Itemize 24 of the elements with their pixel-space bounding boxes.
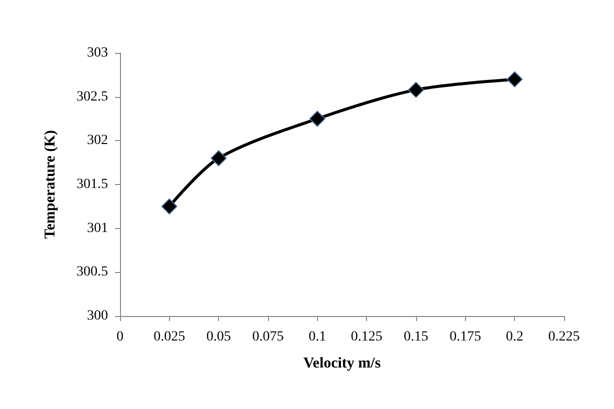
y-tick-label: 300.5 [76, 264, 108, 280]
point [210, 150, 227, 166]
x-tick-label: 0.1 [308, 330, 326, 344]
y-tick-label: 302.5 [76, 89, 108, 104]
point [309, 110, 326, 127]
y-tick-label: 301 [87, 220, 108, 236]
y-tick-label: 301.5 [76, 177, 108, 192]
y-axis-title: Temperature (K) [42, 130, 58, 239]
point [408, 82, 424, 98]
x-tick-label: 0.05 [206, 330, 231, 344]
y-tick-label: 303 [87, 46, 108, 60]
x-tick-label: 0.075 [252, 330, 284, 344]
y-tick-label: 300 [87, 308, 108, 324]
x-tick-label: 0.2 [506, 330, 524, 344]
point [506, 71, 523, 88]
x-tick-label: 0.025 [154, 330, 186, 344]
point [161, 198, 178, 214]
x-axis-title: Velocity m/s [303, 356, 381, 372]
x-tick-label: 0.225 [548, 330, 580, 344]
x-tick-label: 0.125 [350, 330, 382, 344]
x-tick-label: 0.15 [404, 330, 428, 344]
x-tick-label: 0 [116, 330, 124, 344]
y-tick-label: 302 [87, 133, 108, 148]
x-tick-label: 0.175 [450, 330, 482, 344]
